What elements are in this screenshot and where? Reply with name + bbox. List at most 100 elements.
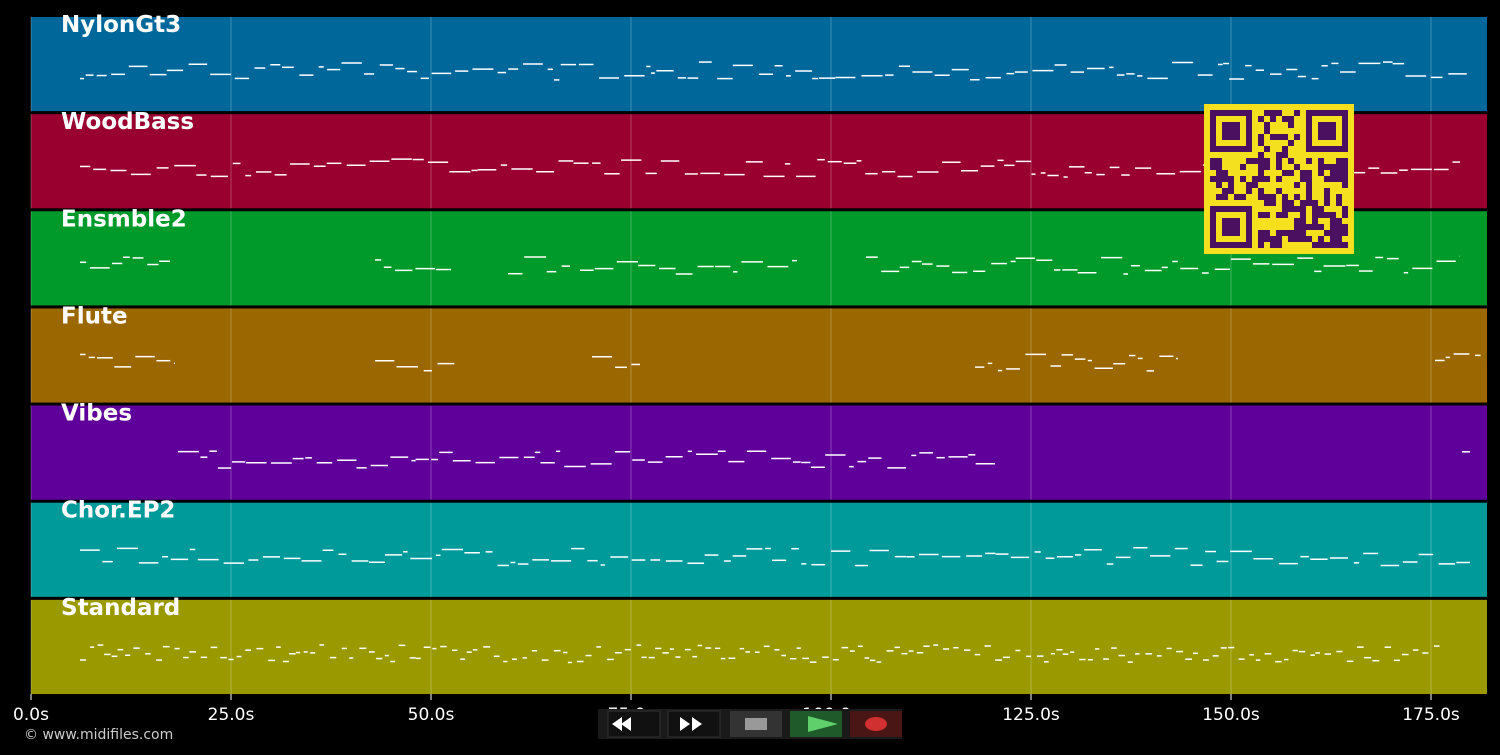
qr-module <box>1306 194 1312 200</box>
qr-module <box>1288 236 1294 242</box>
qr-module <box>1264 200 1270 206</box>
qr-module <box>1324 200 1330 206</box>
qr-module <box>1288 230 1294 236</box>
qr-module <box>1294 182 1300 188</box>
qr-module <box>1246 188 1252 194</box>
qr-module <box>1336 224 1342 230</box>
track-lane <box>31 502 1487 597</box>
qr-finder <box>1222 218 1240 236</box>
qr-module <box>1300 218 1306 224</box>
track-name: Standard <box>61 595 180 621</box>
qr-module <box>1330 236 1336 242</box>
qr-module <box>1282 230 1288 236</box>
qr-module <box>1312 242 1318 248</box>
qr-module <box>1300 200 1306 206</box>
x-tick-label: 125.0s <box>1002 705 1060 725</box>
x-tick-label: 50.0s <box>408 705 455 725</box>
qr-module <box>1342 182 1348 188</box>
qr-module <box>1312 212 1318 218</box>
qr-module <box>1258 230 1264 236</box>
qr-module <box>1312 218 1318 224</box>
controls <box>598 709 902 739</box>
qr-module <box>1216 176 1222 182</box>
qr-module <box>1294 230 1300 236</box>
qr-module <box>1312 200 1318 206</box>
qr-module <box>1282 146 1288 152</box>
qr-module <box>1342 158 1348 164</box>
qr-module <box>1330 212 1336 218</box>
qr-module <box>1264 212 1270 218</box>
qr-module <box>1264 146 1270 152</box>
qr-module <box>1288 170 1294 176</box>
qr-module <box>1216 182 1222 188</box>
forward-button[interactable] <box>667 710 721 738</box>
qr-module <box>1264 230 1270 236</box>
qr-module <box>1300 176 1306 182</box>
qr-module <box>1276 236 1282 242</box>
qr-module <box>1222 170 1228 176</box>
qr-module <box>1282 200 1288 206</box>
qr-module <box>1288 200 1294 206</box>
qr-module <box>1336 158 1342 164</box>
qr-module <box>1216 170 1222 176</box>
qr-module <box>1342 242 1348 248</box>
qr-module <box>1276 188 1282 194</box>
notes <box>178 450 1470 469</box>
qr-module <box>1300 170 1306 176</box>
qr-module <box>1318 224 1324 230</box>
track-name: Ensmble2 <box>61 206 187 232</box>
qr-module <box>1270 200 1276 206</box>
track-lane <box>31 405 1487 500</box>
qr-module <box>1270 236 1276 242</box>
qr-module <box>1294 224 1300 230</box>
qr-module <box>1306 236 1312 242</box>
qr-module <box>1252 176 1258 182</box>
qr-module <box>1342 224 1348 230</box>
qr-module <box>1264 128 1270 134</box>
qr-module <box>1336 236 1342 242</box>
notes <box>80 353 1485 372</box>
qr-module <box>1258 152 1264 158</box>
qr-module <box>1342 212 1348 218</box>
qr-module <box>1336 242 1342 248</box>
qr-module <box>1318 164 1324 170</box>
qr-module <box>1258 158 1264 164</box>
qr-module <box>1324 164 1330 170</box>
qr-module <box>1270 116 1276 122</box>
play-button[interactable] <box>790 711 842 737</box>
qr-module <box>1306 200 1312 206</box>
track-lane <box>31 308 1487 403</box>
qr-module <box>1342 170 1348 176</box>
qr-module <box>1300 236 1306 242</box>
x-tick-label: 25.0s <box>208 705 255 725</box>
qr-module <box>1282 194 1288 200</box>
copyright: © www.midifiles.com <box>24 727 173 743</box>
qr-module <box>1336 200 1342 206</box>
record-button[interactable] <box>850 711 902 737</box>
qr-module <box>1342 206 1348 212</box>
stop-button[interactable] <box>730 711 782 737</box>
qr-module <box>1216 158 1222 164</box>
qr-code <box>1204 104 1354 254</box>
qr-module <box>1276 212 1282 218</box>
qr-module <box>1336 218 1342 224</box>
qr-module <box>1258 212 1264 218</box>
notes <box>80 158 1460 178</box>
qr-module <box>1312 224 1318 230</box>
qr-module <box>1270 134 1276 140</box>
qr-module <box>1282 116 1288 122</box>
qr-module <box>1228 188 1234 194</box>
qr-module <box>1252 158 1258 164</box>
qr-module <box>1330 230 1336 236</box>
qr-module <box>1330 218 1336 224</box>
qr-module <box>1282 170 1288 176</box>
qr-module <box>1228 176 1234 182</box>
qr-module <box>1336 176 1342 182</box>
qr-finder <box>1222 122 1240 140</box>
rewind-button[interactable] <box>607 710 661 738</box>
qr-module <box>1324 242 1330 248</box>
qr-module <box>1324 212 1330 218</box>
qr-module <box>1258 188 1264 194</box>
qr-module <box>1210 164 1216 170</box>
